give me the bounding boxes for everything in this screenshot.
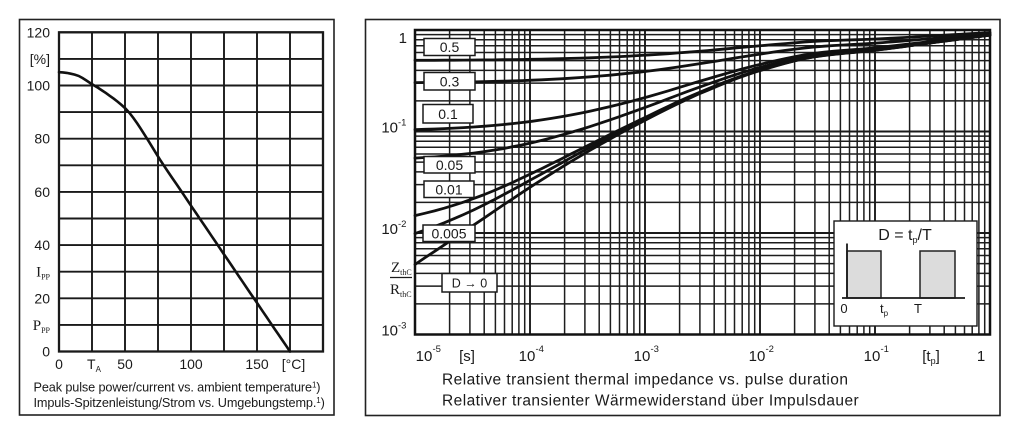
svg-text:80: 80 [34, 131, 50, 147]
svg-text:-1: -1 [881, 344, 889, 355]
svg-text:0.05: 0.05 [436, 157, 463, 173]
svg-text:[s]: [s] [459, 348, 475, 365]
svg-text:10: 10 [381, 221, 398, 238]
svg-text:0.1: 0.1 [438, 106, 458, 122]
svg-text:-1: -1 [398, 118, 406, 129]
svg-text:10: 10 [864, 348, 881, 365]
svg-text:100: 100 [27, 78, 51, 94]
svg-text:10: 10 [634, 348, 651, 365]
svg-text:0.01: 0.01 [435, 181, 462, 197]
svg-text:40: 40 [34, 237, 50, 253]
svg-text:-3: -3 [398, 321, 406, 332]
svg-text:10: 10 [381, 120, 398, 137]
svg-text:0.5: 0.5 [440, 39, 460, 55]
svg-text:0.005: 0.005 [431, 225, 466, 241]
svg-text:Peak pulse power/current vs. a: Peak pulse power/current vs. ambient tem… [34, 381, 321, 395]
svg-text:150: 150 [245, 356, 269, 372]
svg-text:-2: -2 [398, 219, 406, 230]
svg-text:0: 0 [55, 356, 63, 372]
svg-text:T: T [914, 301, 922, 316]
svg-text:1: 1 [977, 348, 985, 365]
svg-text:-5: -5 [433, 344, 441, 355]
svg-text:120: 120 [27, 24, 51, 40]
svg-text:Relative transient thermal imp: Relative transient thermal impedance vs.… [442, 372, 848, 389]
svg-text:[°C]: [°C] [282, 356, 306, 372]
svg-text:50: 50 [117, 356, 133, 372]
svg-text:-3: -3 [651, 344, 659, 355]
svg-text:tp: tp [880, 301, 889, 318]
svg-text:60: 60 [34, 184, 50, 200]
svg-text:0: 0 [840, 301, 847, 316]
svg-text:[tp]: [tp] [922, 348, 940, 366]
svg-text:0: 0 [42, 344, 50, 360]
svg-text:Impuls-Spitzenleistung/Strom v: Impuls-Spitzenleistung/Strom vs. Umgebun… [34, 396, 325, 410]
svg-text:-4: -4 [536, 344, 544, 355]
svg-text:[%]: [%] [30, 51, 50, 67]
svg-text:Relativer transienter Wärmewid: Relativer transienter Wärmewiderstand üb… [442, 393, 859, 410]
svg-text:100: 100 [179, 356, 203, 372]
svg-text:10: 10 [381, 323, 398, 340]
svg-text:-2: -2 [766, 344, 774, 355]
svg-text:10: 10 [749, 348, 766, 365]
svg-text:10: 10 [416, 348, 433, 365]
svg-text:10: 10 [519, 348, 536, 365]
svg-text:D = tp/T: D = tp/T [878, 227, 932, 245]
svg-text:1: 1 [399, 30, 407, 47]
svg-text:20: 20 [34, 290, 50, 306]
svg-text:0.3: 0.3 [440, 73, 460, 89]
svg-text:D → 0: D → 0 [452, 277, 487, 291]
